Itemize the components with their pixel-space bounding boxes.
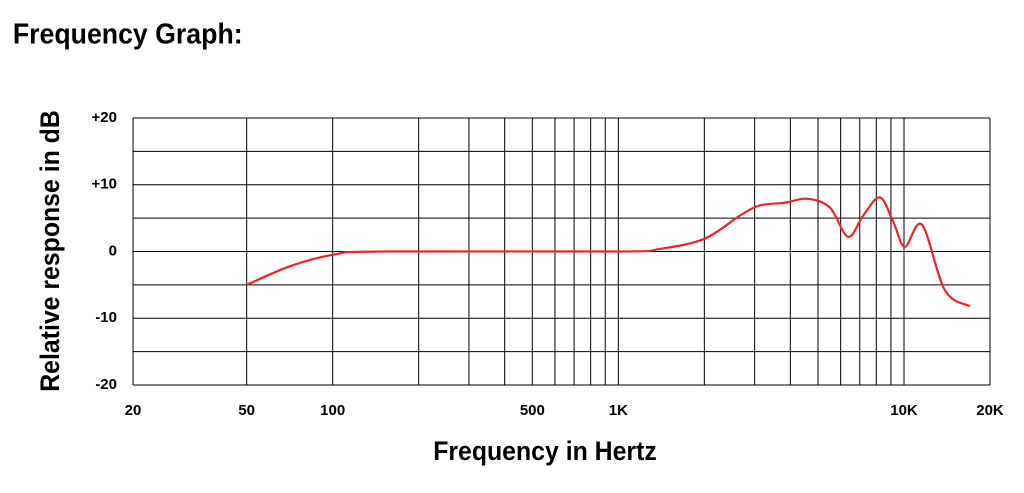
x-tick-label: 50: [238, 402, 255, 419]
y-tick-label: +20: [92, 109, 117, 126]
y-tick-label: +10: [92, 176, 117, 193]
y-tick-label: 0: [109, 242, 117, 259]
x-tick-label: 1K: [609, 402, 628, 419]
chart-title: Frequency Graph:: [13, 18, 243, 50]
x-tick-label: 500: [520, 402, 545, 419]
x-axis-label: Frequency in Hertz: [433, 437, 657, 466]
x-tick-label: 100: [320, 402, 345, 419]
response-curve: [246, 196, 971, 308]
x-tick-label: 10K: [890, 402, 918, 419]
y-tick-label: -10: [95, 309, 117, 326]
x-tick-label: 20K: [976, 402, 1004, 419]
x-tick-label: 20: [125, 402, 142, 419]
y-tick-label: -20: [95, 376, 117, 393]
plot: [246, 196, 971, 308]
y-axis-label: Relative response in dB: [36, 110, 65, 392]
